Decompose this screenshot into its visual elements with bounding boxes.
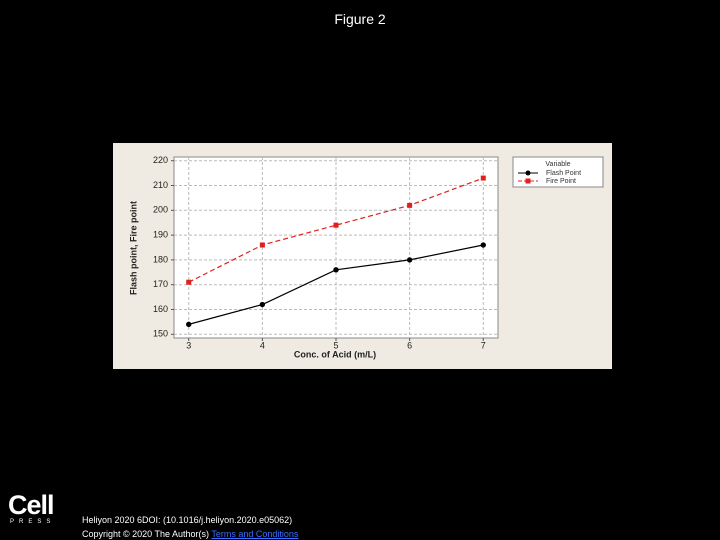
y-tick-label: 160 <box>153 304 168 314</box>
y-tick-label: 220 <box>153 155 168 165</box>
marker <box>333 222 339 228</box>
x-tick-label: 5 <box>333 340 338 350</box>
x-tick-label: 7 <box>481 340 486 350</box>
legend-marker <box>525 170 531 176</box>
x-tick-label: 6 <box>407 340 412 350</box>
legend-label: Flash Point <box>546 170 581 177</box>
x-tick-label: 3 <box>186 340 191 350</box>
y-tick-label: 150 <box>153 329 168 339</box>
x-axis-label: Conc. of Acid (m/L) <box>294 349 376 359</box>
y-tick-label: 210 <box>153 180 168 190</box>
y-tick-label: 180 <box>153 254 168 264</box>
y-axis-label: Flash point, Fire point <box>128 201 138 295</box>
marker <box>480 242 486 248</box>
terms-link[interactable]: Terms and Conditions <box>211 529 299 539</box>
marker <box>186 279 192 285</box>
copyright-line: Copyright © 2020 The Author(s) Terms and… <box>82 529 298 539</box>
citation: Heliyon 2020 6DOI: (10.1016/j.heliyon.20… <box>82 515 293 525</box>
y-tick-label: 200 <box>153 205 168 215</box>
y-tick-label: 170 <box>153 279 168 289</box>
logo: Cell <box>8 490 55 520</box>
y-tick-label: 190 <box>153 229 168 239</box>
slide-title: Figure 2 <box>334 11 386 27</box>
marker <box>480 175 486 181</box>
x-tick-label: 4 <box>260 340 265 350</box>
marker <box>406 257 413 263</box>
copyright: Copyright © 2020 The Author(s) <box>82 529 210 539</box>
marker <box>407 202 413 208</box>
logo-sub: PRESS <box>10 519 56 525</box>
legend-marker <box>525 178 531 184</box>
marker <box>259 242 265 248</box>
marker <box>259 301 266 308</box>
marker <box>333 267 339 273</box>
marker <box>186 321 192 328</box>
legend-title: Variable <box>545 161 570 168</box>
legend-label: Fire Point <box>546 178 576 185</box>
